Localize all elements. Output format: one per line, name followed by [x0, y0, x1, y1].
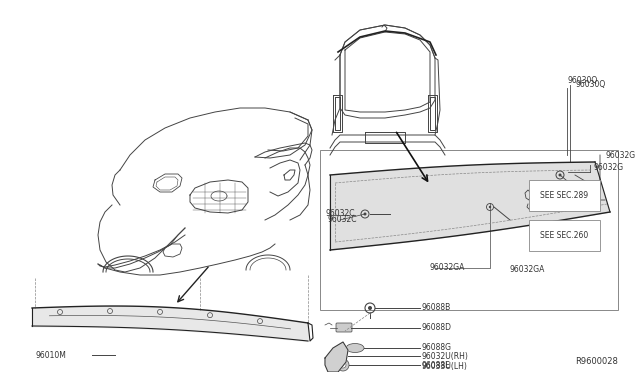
Text: 96033U(LH): 96033U(LH) [421, 362, 467, 371]
Text: 96032C: 96032C [328, 215, 358, 224]
Circle shape [337, 359, 349, 371]
FancyBboxPatch shape [336, 323, 352, 332]
Text: 96032C: 96032C [325, 209, 355, 218]
Polygon shape [325, 342, 348, 372]
Circle shape [340, 362, 346, 368]
Text: 96032G: 96032G [593, 164, 623, 173]
Text: 96088E: 96088E [421, 360, 450, 369]
Circle shape [559, 173, 561, 176]
Text: 96032GA: 96032GA [510, 266, 545, 275]
Text: 96032GA: 96032GA [430, 263, 465, 273]
Bar [320, 150, 618, 310]
Text: SEE SEC.260: SEE SEC.260 [540, 231, 588, 240]
Text: 96010M: 96010M [35, 350, 66, 359]
Text: 96088G: 96088G [421, 343, 451, 353]
Polygon shape [330, 162, 610, 250]
Circle shape [489, 206, 492, 208]
Text: 96030Q: 96030Q [575, 80, 605, 90]
Text: 96032G: 96032G [605, 151, 635, 160]
Text: 96088B: 96088B [421, 304, 451, 312]
Ellipse shape [346, 343, 364, 353]
Text: 96032U(RH): 96032U(RH) [421, 352, 468, 360]
Text: R9600028: R9600028 [575, 357, 618, 366]
Text: SEE SEC.289: SEE SEC.289 [540, 191, 588, 200]
Circle shape [368, 306, 372, 310]
Circle shape [364, 212, 367, 215]
Text: 96088D: 96088D [421, 324, 451, 333]
Text: 96030Q: 96030Q [567, 76, 597, 84]
